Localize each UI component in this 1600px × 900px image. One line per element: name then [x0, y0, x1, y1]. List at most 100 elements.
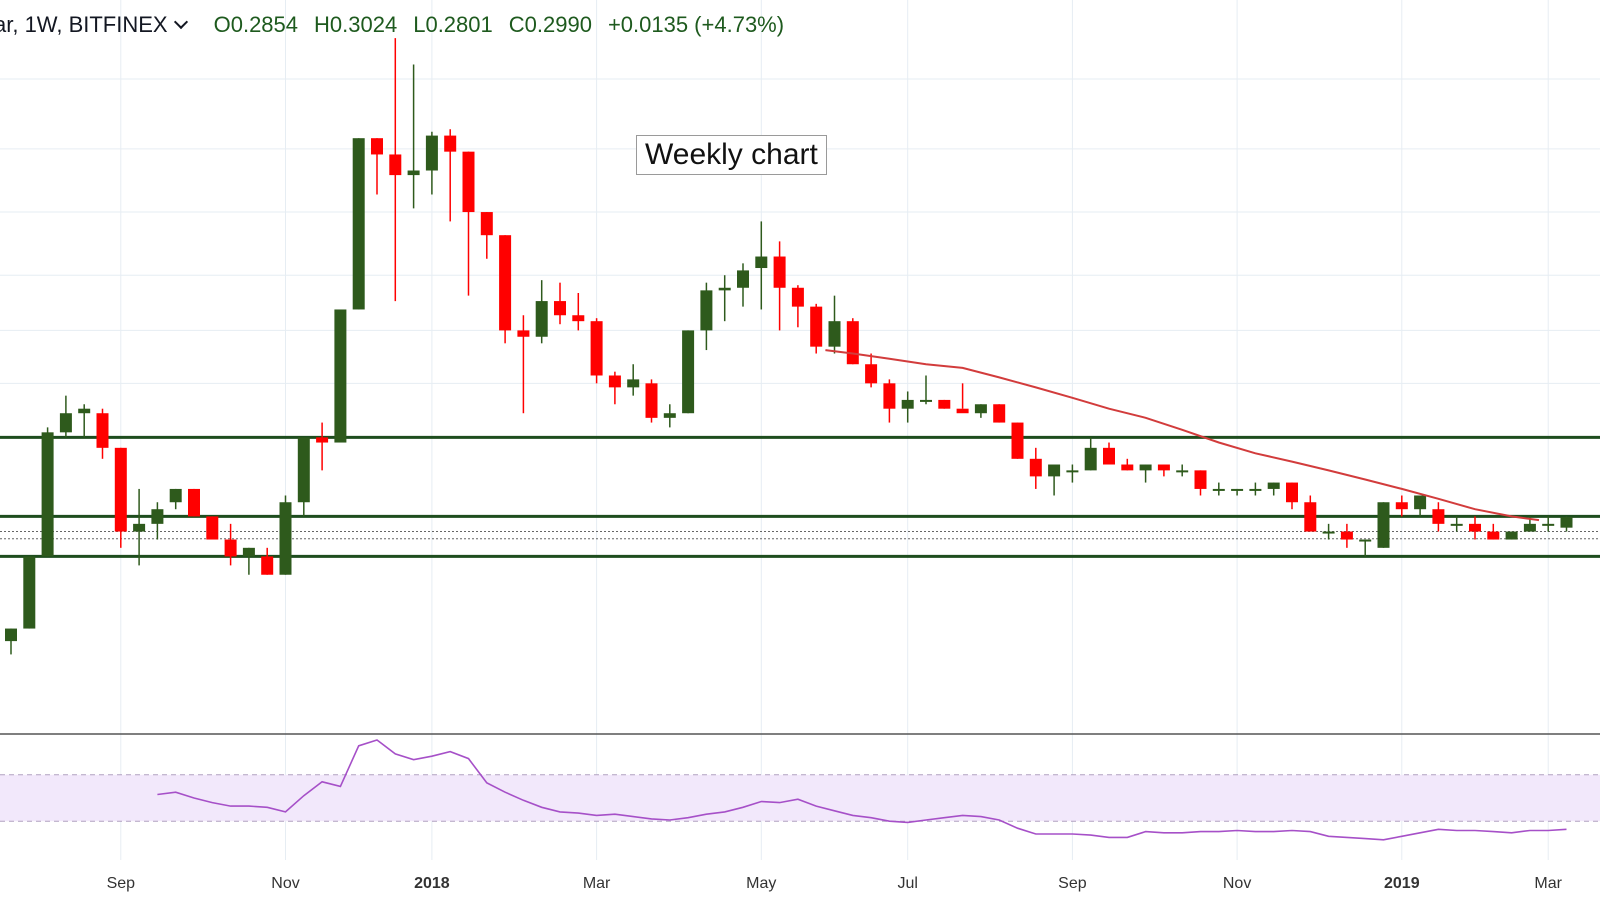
candle-body [517, 330, 530, 337]
candle-body [96, 413, 109, 448]
candle-body [791, 287, 804, 307]
candle-body [956, 408, 969, 414]
change-value: +0.0135 (+4.73%) [607, 12, 785, 37]
candle-body [334, 309, 347, 443]
candle-body [1523, 523, 1536, 532]
x-tick-label: Sep [1058, 875, 1087, 892]
candle-body [371, 138, 383, 155]
candle-body [1048, 464, 1061, 477]
open-value: O0.2854 [213, 12, 299, 37]
symbol-label[interactable]: ar, 1W, BITFINEX [0, 12, 168, 37]
candle-body [5, 628, 17, 642]
candle-body [1414, 495, 1427, 510]
candle-body [1212, 488, 1225, 491]
candle-body [151, 509, 164, 524]
low-value: L0.2801 [413, 12, 493, 37]
candle-body [993, 404, 1006, 423]
x-tick-label: 2019 [1384, 875, 1420, 892]
moving-average-line [825, 349, 1540, 522]
candle-body [810, 306, 823, 347]
candle-body [682, 330, 695, 414]
x-tick-label: Nov [1223, 875, 1251, 892]
candle-body [224, 539, 237, 557]
candle-body [1542, 523, 1555, 526]
candle-body [389, 154, 402, 176]
candle-body [1487, 531, 1500, 540]
candle-body [1322, 531, 1335, 534]
x-tick-label: Nov [271, 875, 299, 892]
candle-body [169, 488, 182, 503]
candle-body [974, 404, 987, 414]
candle-body [279, 502, 292, 575]
chevron-down-icon[interactable] [173, 14, 188, 30]
candle-body [554, 301, 566, 316]
support-resistance-lines [0, 435, 1600, 558]
candle-body [938, 399, 951, 409]
candle-body [920, 399, 932, 402]
candle-body [1377, 502, 1390, 548]
close-value: C0.2990 [508, 12, 592, 37]
candle-body [352, 138, 365, 310]
candle-body [499, 235, 512, 331]
candle-body [206, 516, 219, 540]
candle-body [480, 212, 493, 236]
candle-body [865, 364, 878, 384]
candle-body [700, 290, 713, 331]
candle-body [1121, 464, 1134, 471]
candle-body [1176, 470, 1189, 473]
chart-annotation[interactable]: Weekly chart [636, 135, 827, 175]
candle-body [1432, 509, 1445, 524]
candle-body [645, 383, 658, 418]
x-tick-label: Mar [583, 875, 611, 892]
candle-body [444, 135, 457, 152]
candle-body [737, 270, 749, 288]
candle-body [663, 413, 676, 418]
candle-body [572, 315, 585, 322]
candle-body [1103, 447, 1115, 465]
candle-body [718, 287, 731, 291]
candle-body [1194, 470, 1207, 489]
candle-body [1249, 488, 1262, 491]
candle-body [1029, 458, 1042, 477]
candle-body [297, 437, 310, 503]
x-tick-label: Jul [897, 875, 917, 892]
candle-body [535, 301, 548, 337]
x-tick-label: Mar [1534, 875, 1562, 892]
candle-body [1450, 523, 1463, 526]
candle-body [627, 379, 640, 388]
candle-body [114, 447, 127, 532]
candle-body [1395, 502, 1408, 510]
candle-body [1286, 482, 1298, 503]
candle-body [425, 135, 438, 171]
candlestick-series [5, 38, 1573, 655]
candle-body [1084, 447, 1097, 471]
oscillator-line [157, 739, 1567, 841]
candle-body [462, 151, 475, 213]
candle-body [407, 170, 420, 176]
candle-body [1505, 531, 1518, 540]
candle-body [883, 383, 896, 409]
symbol-header: ar, 1W, BITFINEX O0.2854 H0.3024 L0.2801… [0, 10, 784, 40]
oscillator-band [0, 774, 1600, 822]
candle-body [590, 321, 603, 376]
candle-body [1469, 523, 1481, 532]
x-tick-label: May [746, 875, 776, 892]
candle-body [901, 399, 914, 409]
candle-body [755, 256, 768, 269]
candle-body [133, 523, 146, 532]
x-tick-label: 2018 [414, 875, 450, 892]
candle-body [78, 408, 91, 414]
x-axis: Sep Nov 2018 Mar May Jul Sep Nov 2019 Mar [107, 875, 1563, 892]
candle-body [1066, 470, 1079, 473]
candle-body [261, 556, 274, 575]
candle-body [1560, 517, 1573, 528]
candle-body [1231, 488, 1244, 491]
candle-body [23, 556, 36, 629]
chart-grid [0, 0, 1600, 860]
high-value: H0.3024 [314, 12, 398, 37]
candle-body [59, 413, 72, 433]
candle-body [188, 488, 200, 517]
candle-body [316, 437, 329, 443]
candle-body [1157, 464, 1170, 471]
